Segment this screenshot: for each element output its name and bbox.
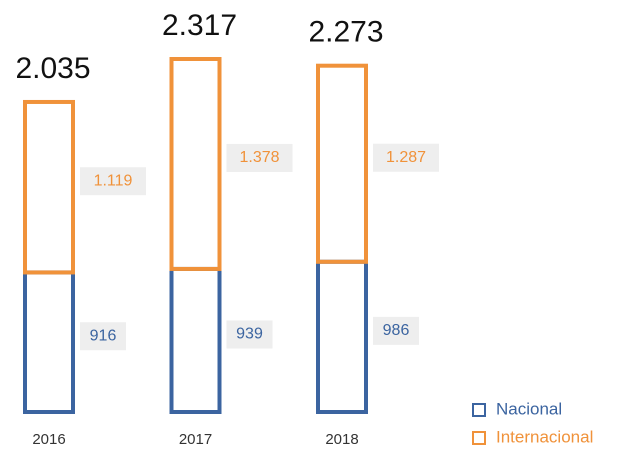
- bar-segment: [23, 99, 75, 275]
- legend-label: Internacional: [496, 427, 593, 446]
- value-label: 939: [236, 326, 263, 343]
- legend-label: Nacional: [496, 399, 562, 418]
- value-label: 1.378: [239, 149, 279, 166]
- x-tick-label: 2017: [179, 431, 212, 448]
- bar-segment: [169, 57, 222, 271]
- x-tick-label: 2016: [32, 431, 65, 448]
- x-tick-label: 2018: [325, 431, 358, 448]
- total-label: 2.273: [308, 16, 383, 49]
- value-label-bg: [373, 316, 419, 345]
- bar-segment: [23, 270, 75, 414]
- total-label: 2.035: [15, 52, 90, 85]
- value-label: 1.287: [386, 149, 426, 166]
- value-label-bg: [80, 167, 146, 196]
- value-label: 916: [90, 327, 117, 344]
- value-label: 986: [383, 322, 410, 339]
- legend-swatch: [472, 403, 486, 417]
- value-label-bg: [226, 320, 273, 349]
- total-label: 2.317: [162, 9, 237, 42]
- bar-segment: [169, 266, 222, 415]
- legend-swatch: [472, 431, 486, 445]
- bar-segment: [316, 259, 368, 415]
- value-label: 1.119: [94, 172, 133, 189]
- value-label-bg: [80, 322, 126, 351]
- value-label-bg: [226, 143, 293, 172]
- bar-segment: [316, 63, 368, 264]
- value-label-bg: [373, 143, 439, 172]
